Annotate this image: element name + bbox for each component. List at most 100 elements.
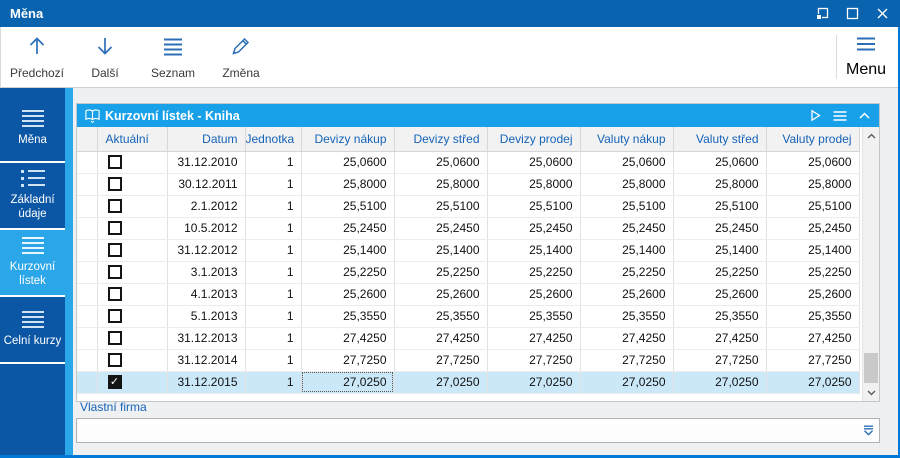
row-selector[interactable] [77, 349, 98, 372]
datum-cell[interactable]: 10.5.2012 [167, 217, 246, 240]
rate-cell[interactable]: 25,2600 [394, 283, 488, 306]
previous-button[interactable]: Předchozí [5, 27, 69, 87]
rate-cell[interactable]: 25,2250 [301, 261, 395, 284]
rate-cell[interactable]: 25,5100 [301, 195, 395, 218]
jednotka-cell[interactable]: 1 [245, 371, 302, 394]
table-row[interactable]: 31.12.2014 1 27,7250 27,7250 27,7250 27,7250 2… [77, 349, 860, 372]
rate-cell[interactable]: 25,2450 [301, 217, 395, 240]
row-selector[interactable] [77, 261, 98, 284]
rate-cell[interactable]: 27,4250 [766, 327, 860, 350]
rate-cell[interactable]: 27,7250 [394, 349, 488, 372]
rate-cell[interactable]: 27,4250 [394, 327, 488, 350]
datum-cell[interactable]: 31.12.2012 [167, 239, 246, 262]
aktualni-checkbox[interactable] [107, 177, 122, 191]
jednotka-cell[interactable]: 1 [245, 151, 302, 174]
rate-cell[interactable]: 25,8000 [673, 173, 767, 196]
own-company-input[interactable] [77, 419, 857, 442]
column-header[interactable] [77, 127, 98, 152]
aktualni-checkbox[interactable] [107, 353, 122, 367]
rate-cell[interactable]: 25,8000 [580, 173, 674, 196]
scroll-up-icon[interactable] [863, 127, 879, 144]
jednotka-cell[interactable]: 1 [245, 195, 302, 218]
popout-icon[interactable] [814, 6, 830, 22]
sidebar-item-kurzovni-listek[interactable]: Kurzovní lístek [0, 230, 65, 297]
datum-cell[interactable]: 31.12.2015 [167, 371, 246, 394]
aktualni-checkbox[interactable] [107, 155, 122, 169]
rate-cell[interactable]: 25,2450 [394, 217, 488, 240]
change-button[interactable]: Změna [209, 27, 273, 87]
rate-cell[interactable]: 27,0250 [580, 371, 674, 394]
rate-cell[interactable]: 25,2450 [766, 217, 860, 240]
rate-cell[interactable]: 27,0250 [301, 371, 395, 394]
table-row[interactable]: 2.1.2012 1 25,5100 25,5100 25,5100 25,5100 25,… [77, 195, 860, 218]
column-header[interactable]: Valuty prodej [766, 127, 860, 152]
table-row[interactable]: 3.1.2013 1 25,2250 25,2250 25,2250 25,2250 25,… [77, 261, 860, 284]
rate-cell[interactable]: 25,2600 [673, 283, 767, 306]
rate-cell[interactable]: 25,8000 [301, 173, 395, 196]
rate-cell[interactable]: 25,1400 [766, 239, 860, 262]
rate-cell[interactable]: 25,1400 [301, 239, 395, 262]
scroll-down-icon[interactable] [863, 384, 879, 401]
column-header[interactable]: Devizy střed [394, 127, 488, 152]
row-selector[interactable] [77, 151, 98, 174]
aktualni-checkbox[interactable] [107, 309, 122, 323]
row-selector[interactable] [77, 327, 98, 350]
rate-cell[interactable]: 27,4250 [301, 327, 395, 350]
column-header[interactable]: Devizy nákup [301, 127, 395, 152]
column-header[interactable]: Valuty střed [673, 127, 767, 152]
rate-cell[interactable]: 25,0600 [394, 151, 488, 174]
jednotka-cell[interactable]: 1 [245, 173, 302, 196]
datum-cell[interactable]: 30.12.2011 [167, 173, 246, 196]
rate-cell[interactable]: 25,1400 [673, 239, 767, 262]
rate-cell[interactable]: 25,1400 [580, 239, 674, 262]
column-header[interactable]: Devizy prodej [487, 127, 581, 152]
jednotka-cell[interactable]: 1 [245, 217, 302, 240]
rate-cell[interactable]: 25,3550 [766, 305, 860, 328]
aktualni-checkbox[interactable] [107, 265, 122, 279]
rate-cell[interactable]: 25,2250 [673, 261, 767, 284]
rate-cell[interactable]: 27,4250 [673, 327, 767, 350]
sidebar-item-mena[interactable]: Měna [0, 96, 65, 163]
rate-cell[interactable]: 25,3550 [301, 305, 395, 328]
rate-cell[interactable]: 25,3550 [487, 305, 581, 328]
row-selector[interactable] [77, 195, 98, 218]
rate-cell[interactable]: 25,2250 [394, 261, 488, 284]
rate-cell[interactable]: 25,1400 [487, 239, 581, 262]
rate-cell[interactable]: 25,2600 [487, 283, 581, 306]
rate-cell[interactable]: 25,8000 [766, 173, 860, 196]
jednotka-cell[interactable]: 1 [245, 327, 302, 350]
aktualni-checkbox[interactable] [107, 331, 122, 345]
jednotka-cell[interactable]: 1 [245, 283, 302, 306]
datum-cell[interactable]: 5.1.2013 [167, 305, 246, 328]
next-button[interactable]: Další [73, 27, 137, 87]
rate-cell[interactable]: 25,0600 [580, 151, 674, 174]
datum-cell[interactable]: 31.12.2013 [167, 327, 246, 350]
rate-cell[interactable]: 27,0250 [394, 371, 488, 394]
rate-cell[interactable]: 27,7250 [766, 349, 860, 372]
rate-cell[interactable]: 25,2600 [301, 283, 395, 306]
row-selector[interactable] [77, 371, 98, 394]
datum-cell[interactable]: 3.1.2013 [167, 261, 246, 284]
column-header[interactable]: Aktuální [97, 127, 168, 152]
rate-cell[interactable]: 25,3550 [673, 305, 767, 328]
table-row[interactable]: 31.12.2010 1 25,0600 25,0600 25,0600 25,0600 2… [77, 151, 860, 174]
sidebar-item-zakladni-udaje[interactable]: Základní údaje [0, 163, 65, 230]
close-icon[interactable] [874, 6, 890, 22]
rate-cell[interactable]: 27,7250 [580, 349, 674, 372]
rate-cell[interactable]: 25,0600 [766, 151, 860, 174]
column-header[interactable]: Datum [167, 127, 246, 152]
table-row[interactable]: 4.1.2013 1 25,2600 25,2600 25,2600 25,2600 25,… [77, 283, 860, 306]
rate-cell[interactable]: 25,2600 [766, 283, 860, 306]
table-row[interactable]: 10.5.2012 1 25,2450 25,2450 25,2450 25,2450 25… [77, 217, 860, 240]
rate-cell[interactable]: 25,2600 [580, 283, 674, 306]
rate-cell[interactable]: 25,8000 [487, 173, 581, 196]
rate-cell[interactable]: 25,0600 [487, 151, 581, 174]
aktualni-checkbox[interactable]: ✓ [107, 375, 122, 389]
datum-cell[interactable]: 31.12.2010 [167, 151, 246, 174]
own-company-combobox[interactable] [76, 418, 880, 443]
rate-cell[interactable]: 27,7250 [487, 349, 581, 372]
rate-cell[interactable]: 25,2450 [580, 217, 674, 240]
column-header[interactable]: Jednotka [245, 127, 302, 152]
aktualni-checkbox[interactable] [107, 287, 122, 301]
rate-cell[interactable]: 25,5100 [487, 195, 581, 218]
